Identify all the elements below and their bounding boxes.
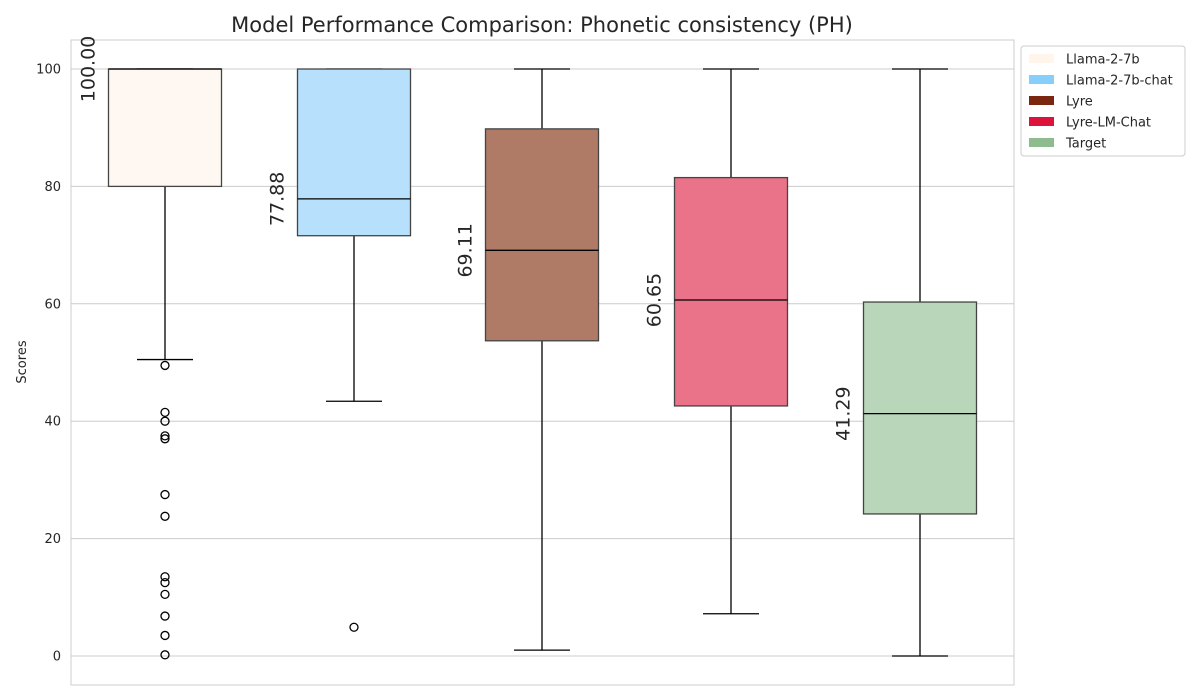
legend-label: Llama-2-7b-chat [1066, 74, 1173, 89]
legend-label: Target [1065, 137, 1106, 152]
legend-swatch [1029, 138, 1054, 147]
iqr-box [484, 128, 600, 342]
y-tick-label: 80 [44, 180, 61, 195]
outlier-point [160, 630, 170, 641]
legend-swatch [1029, 75, 1054, 84]
median-value-label: 100.00 [78, 36, 100, 102]
outlier-point [160, 431, 170, 441]
box-group: 60.65 [644, 68, 789, 615]
legend-swatch [1029, 96, 1054, 105]
y-axis-label: Scores [15, 340, 30, 383]
legend-label: Lyre [1066, 95, 1093, 110]
y-tick-label: 0 [53, 650, 61, 665]
iqr-box [862, 301, 978, 515]
legend-swatch [1029, 54, 1054, 63]
legend-swatch [1029, 117, 1054, 126]
outlier-point [160, 611, 170, 621]
median-value-label: 60.65 [644, 273, 666, 327]
outlier-point [160, 489, 170, 500]
outlier-point [160, 511, 170, 521]
iqr-box [296, 68, 412, 237]
outlier-point [160, 650, 170, 660]
outlier-point [160, 589, 170, 600]
y-axis-ticks: 0 20 40 60 80 100 [36, 63, 61, 665]
y-tick-label: 40 [44, 415, 61, 430]
box-group: 69.11 [455, 68, 600, 651]
outlier-point [160, 407, 170, 418]
legend: Llama-2-7b Llama-2-7b-chat Lyre Lyre-LM-Cha… [1020, 45, 1186, 157]
legend-label: Lyre-LM-Chat [1066, 116, 1151, 131]
iqr-box [673, 176, 789, 407]
legend-frame [1020, 45, 1186, 157]
chart-title: Model Performance Comparison: Phonetic c… [231, 13, 853, 37]
outlier-point [160, 416, 170, 426]
box-group: 77.88 [267, 68, 412, 632]
y-tick-label: 20 [44, 532, 61, 547]
median-value-label: 41.29 [833, 386, 855, 440]
y-tick-label: 60 [44, 297, 61, 312]
outlier-point [349, 622, 359, 632]
median-value-label: 77.88 [267, 172, 289, 226]
median-value-label: 69.11 [455, 223, 477, 277]
outlier-point [160, 572, 170, 582]
y-tick-label: 100 [36, 63, 61, 78]
boxes: 100.00 77.88 69.11 60.65 41.29 [78, 36, 978, 660]
outlier-point [160, 360, 170, 371]
outlier-point [160, 434, 170, 444]
box-group: 100.00 [78, 36, 223, 660]
legend-label: Llama-2-7b [1066, 53, 1140, 68]
box-group: 41.29 [833, 68, 978, 657]
iqr-box [107, 68, 223, 188]
outlier-point [160, 577, 170, 588]
